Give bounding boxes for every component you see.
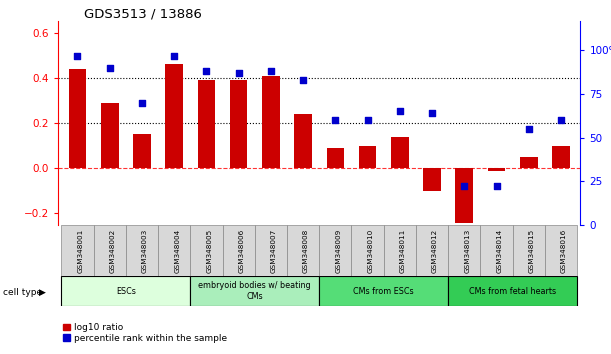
Bar bbox=[513, 225, 545, 276]
Bar bbox=[101, 103, 119, 168]
Bar bbox=[255, 225, 287, 276]
Bar bbox=[126, 225, 158, 276]
Text: embryoid bodies w/ beating
CMs: embryoid bodies w/ beating CMs bbox=[199, 281, 311, 301]
Text: GSM348013: GSM348013 bbox=[464, 229, 470, 273]
Text: GSM348001: GSM348001 bbox=[78, 229, 83, 273]
Text: GSM348002: GSM348002 bbox=[109, 229, 115, 273]
Point bbox=[331, 117, 340, 123]
Bar bbox=[61, 276, 190, 306]
Point bbox=[104, 65, 114, 70]
Bar bbox=[61, 225, 93, 276]
Bar bbox=[165, 64, 183, 168]
Bar bbox=[190, 225, 222, 276]
Bar bbox=[287, 225, 319, 276]
Text: GSM348011: GSM348011 bbox=[400, 229, 406, 273]
Text: CMs from ESCs: CMs from ESCs bbox=[353, 287, 414, 296]
Text: GSM348009: GSM348009 bbox=[335, 229, 342, 273]
Point bbox=[556, 117, 566, 123]
Bar bbox=[448, 276, 577, 306]
Text: CMs from fetal hearts: CMs from fetal hearts bbox=[469, 287, 556, 296]
Bar bbox=[190, 276, 320, 306]
Point bbox=[266, 68, 276, 74]
Bar bbox=[295, 114, 312, 168]
Bar bbox=[455, 168, 474, 223]
Legend: log10 ratio, percentile rank within the sample: log10 ratio, percentile rank within the … bbox=[62, 323, 227, 343]
Bar bbox=[320, 276, 448, 306]
Point bbox=[169, 53, 179, 58]
Bar bbox=[230, 80, 247, 168]
Bar bbox=[423, 168, 441, 191]
Bar bbox=[326, 148, 344, 168]
Bar bbox=[359, 145, 376, 168]
Text: GSM348014: GSM348014 bbox=[497, 229, 503, 273]
Bar bbox=[262, 75, 280, 168]
Text: GSM348012: GSM348012 bbox=[432, 229, 438, 273]
Text: GSM348004: GSM348004 bbox=[174, 229, 180, 273]
Bar bbox=[488, 168, 505, 171]
Text: GSM348010: GSM348010 bbox=[368, 229, 373, 273]
Text: GSM348007: GSM348007 bbox=[271, 229, 277, 273]
Point bbox=[395, 109, 404, 114]
Bar bbox=[197, 80, 215, 168]
Text: ▶: ▶ bbox=[38, 287, 45, 297]
Text: GSM348003: GSM348003 bbox=[142, 229, 148, 273]
Bar bbox=[158, 225, 190, 276]
Bar bbox=[351, 225, 384, 276]
Point bbox=[137, 100, 147, 105]
Bar bbox=[480, 225, 513, 276]
Bar bbox=[391, 137, 409, 168]
Point bbox=[234, 70, 244, 76]
Point bbox=[492, 184, 502, 189]
Bar bbox=[320, 225, 351, 276]
Text: GSM348006: GSM348006 bbox=[239, 229, 244, 273]
Point bbox=[363, 117, 373, 123]
Point bbox=[524, 126, 534, 132]
Bar bbox=[222, 225, 255, 276]
Text: GSM348005: GSM348005 bbox=[207, 229, 213, 273]
Bar bbox=[545, 225, 577, 276]
Bar bbox=[133, 134, 151, 168]
Text: GSM348015: GSM348015 bbox=[529, 229, 535, 273]
Text: GSM348008: GSM348008 bbox=[303, 229, 309, 273]
Bar bbox=[384, 225, 416, 276]
Bar bbox=[448, 225, 480, 276]
Text: GDS3513 / 13886: GDS3513 / 13886 bbox=[84, 7, 202, 20]
Point bbox=[202, 68, 211, 74]
Point bbox=[459, 184, 469, 189]
Bar bbox=[93, 225, 126, 276]
Point bbox=[298, 77, 308, 83]
Point bbox=[73, 53, 82, 58]
Text: ESCs: ESCs bbox=[116, 287, 136, 296]
Bar bbox=[416, 225, 448, 276]
Text: cell type: cell type bbox=[3, 287, 42, 297]
Bar bbox=[520, 157, 538, 168]
Point bbox=[427, 110, 437, 116]
Bar bbox=[552, 145, 570, 168]
Text: GSM348016: GSM348016 bbox=[561, 229, 567, 273]
Bar bbox=[68, 69, 86, 168]
